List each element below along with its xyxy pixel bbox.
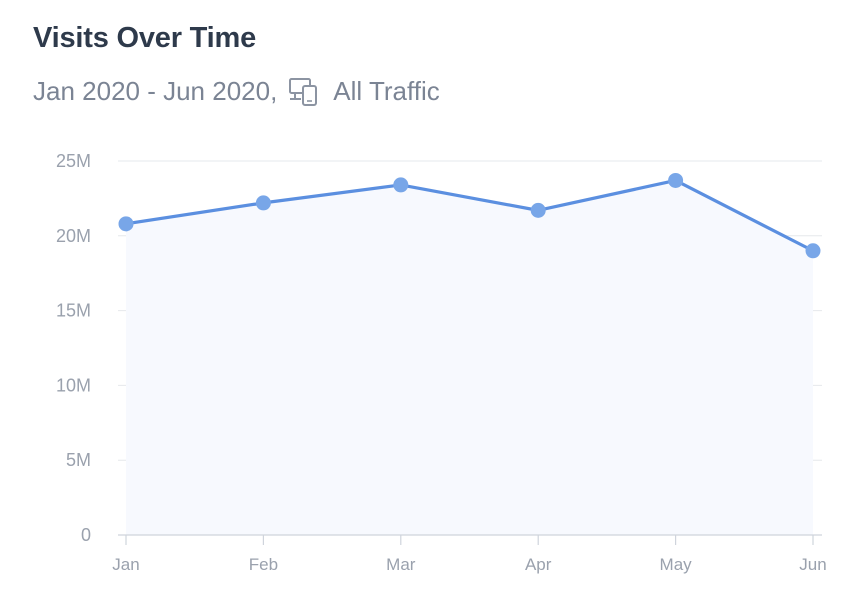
series-line [124,178,815,253]
y-tick-label: 5M [66,450,91,470]
date-range: Jan 2020 - Jun 2020, [33,75,278,106]
data-point[interactable] [668,172,684,188]
y-tick-label: 15M [56,301,91,321]
series-area [126,180,813,535]
data-point[interactable] [530,202,546,218]
x-tick-label: Jan [112,555,139,574]
devices-icon[interactable] [287,74,321,108]
data-point[interactable] [805,243,821,259]
traffic-filter-label[interactable]: All Traffic [333,75,440,106]
x-tick-label: Jun [799,555,826,574]
y-tick-label: 0 [81,525,91,545]
x-tick-label: Apr [525,555,552,574]
x-tick-label: May [660,555,693,574]
data-point[interactable] [393,177,409,193]
y-tick-label: 10M [56,375,91,395]
chart-subtitle: Jan 2020 - Jun 2020, All Traffic [33,74,440,108]
chart-title: Visits Over Time [33,22,257,54]
x-tick-label: Feb [249,555,278,574]
x-tick-label: Mar [386,555,416,574]
data-point[interactable] [118,216,134,232]
y-tick-label: 20M [56,226,91,246]
y-tick-label: 25M [56,151,91,171]
data-point[interactable] [255,195,271,211]
